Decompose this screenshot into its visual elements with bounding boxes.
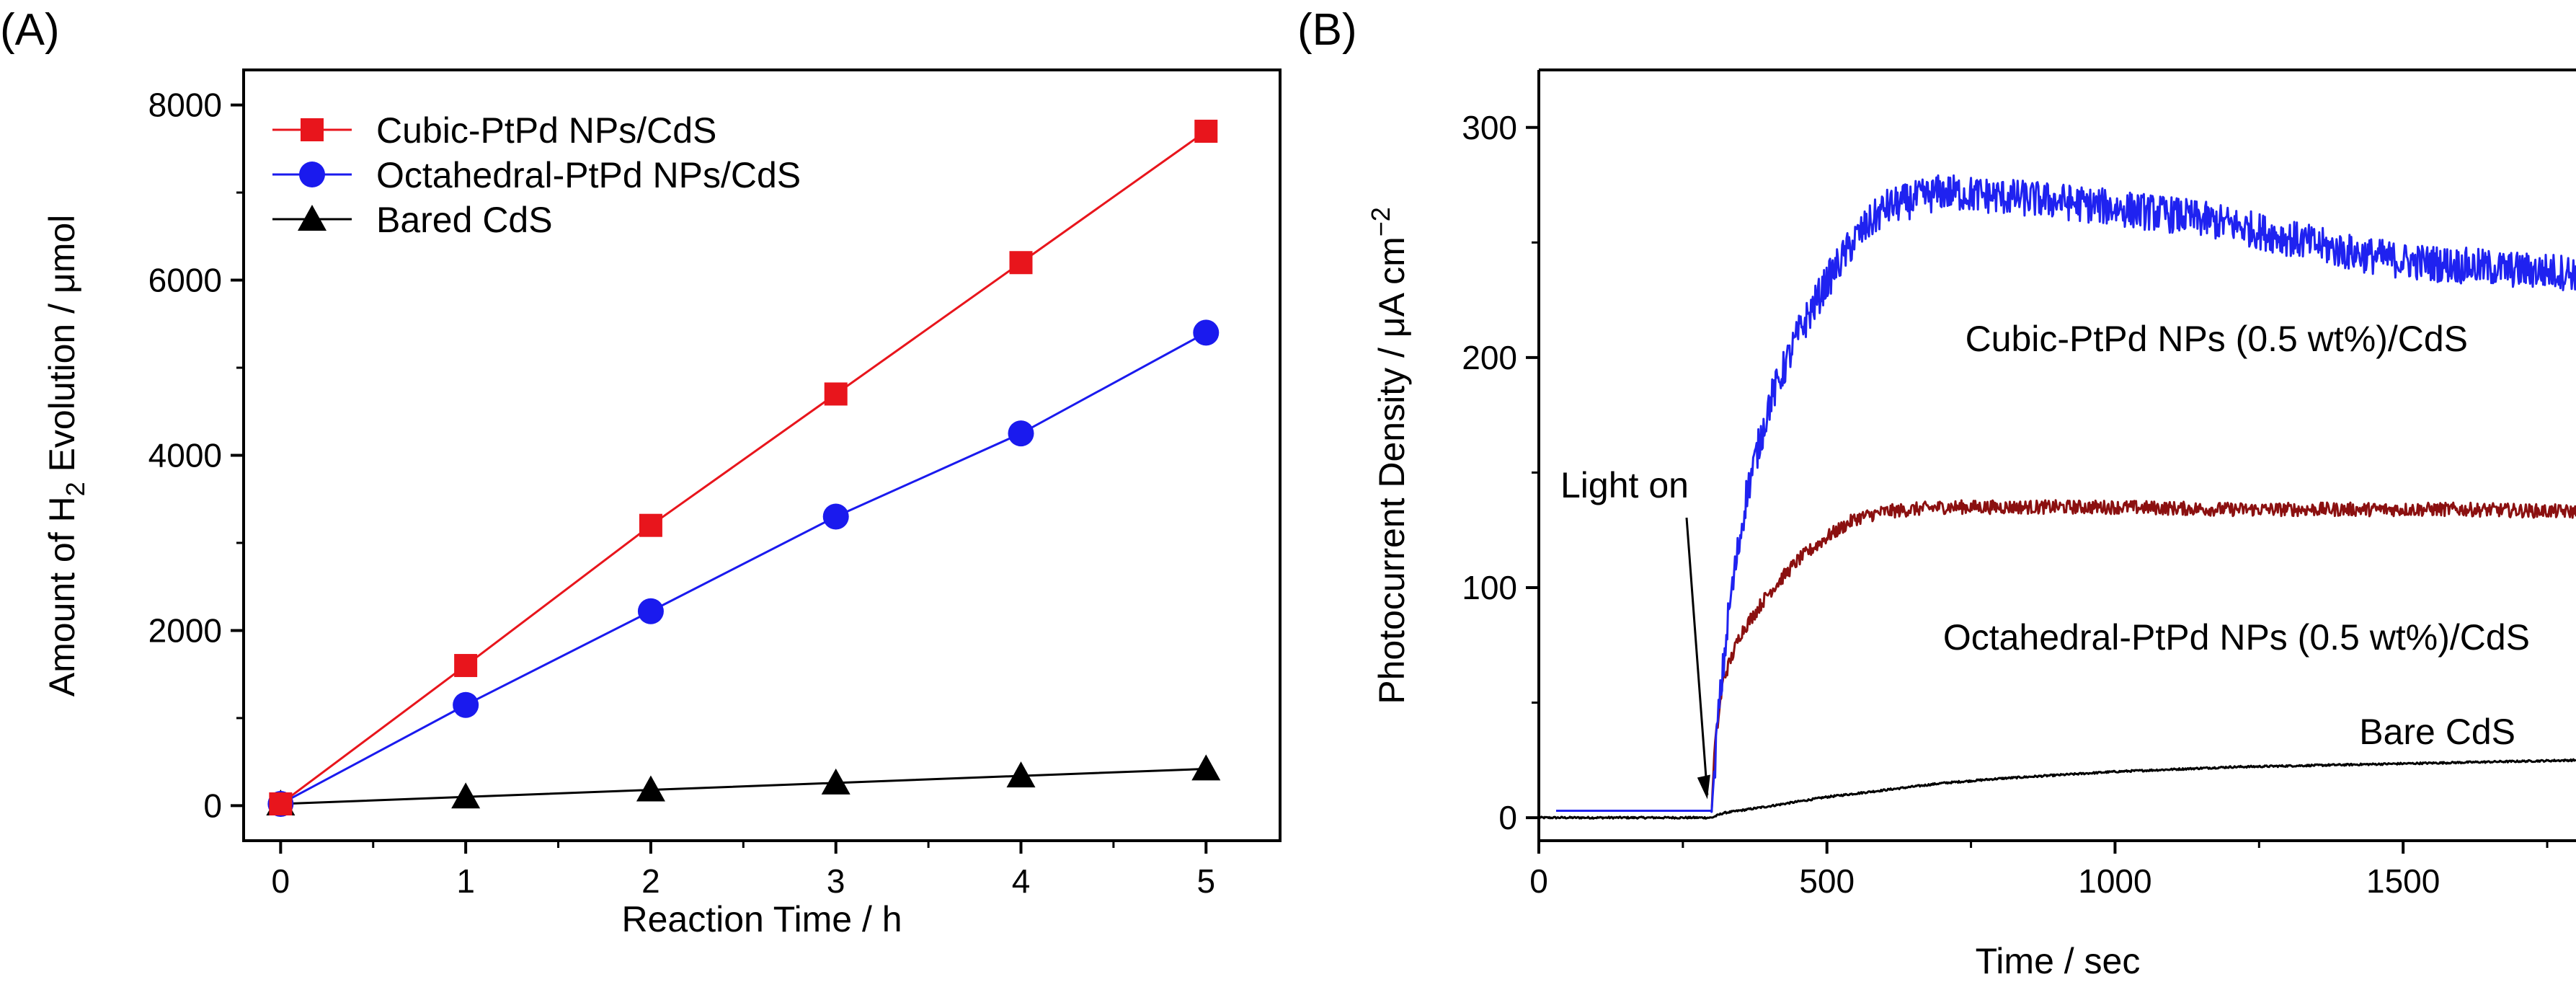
panel-a-y-label-rest: Evolution / μmol <box>42 215 82 482</box>
panel-b-x-tick-label: 1500 <box>2366 862 2440 900</box>
panel-a-x-tick-label: 1 <box>456 862 475 900</box>
panel-a-y-tick-label: 8000 <box>148 87 222 124</box>
panel-a-x-tick-label: 0 <box>272 862 290 900</box>
panel-a-point-cubic <box>639 513 662 537</box>
panel-b-x-ticks: 0 500 1000 1500 <box>1529 841 2549 900</box>
panel-a-x-tick-label: 3 <box>827 862 845 900</box>
panel-b-light-on-arrow <box>1685 517 1709 795</box>
panel-a-y-label-main: Amount of H <box>42 496 82 696</box>
panel-b-label: (B) <box>1297 5 1357 55</box>
panel-a-y-tick-label: 4000 <box>148 437 222 474</box>
panel-a-series <box>266 120 1221 817</box>
panel-a-legend-marker-octahedral <box>299 162 325 187</box>
panel-a-legend-label-bare: Bared CdS <box>376 200 553 240</box>
panel-a-y-tick-label: 6000 <box>148 262 222 299</box>
panel-b-y-tick-label: 200 <box>1462 339 1517 376</box>
panel-a-x-ticks: 0 1 2 3 4 5 <box>272 841 1215 900</box>
panel-a-point-cubic <box>1009 251 1033 275</box>
panel-b-series-label-octahedral: Octahedral-PtPd NPs (0.5 wt%)/CdS <box>1943 617 2530 658</box>
panel-a-legend-marker-cubic <box>301 118 324 141</box>
panel-b-y-ticks: 0 100 200 300 <box>1462 109 1539 836</box>
panel-a-x-tick-label: 5 <box>1196 862 1215 900</box>
panel-b-series <box>1539 174 2576 820</box>
panel-a-x-tick-label: 4 <box>1012 862 1031 900</box>
panel-b-series-label-cubic: Cubic-PtPd NPs (0.5 wt%)/CdS <box>1966 319 2468 359</box>
panel-a-point-cubic <box>269 792 293 815</box>
panel-b-y-tick-label: 300 <box>1462 109 1517 146</box>
panel-a-point-octahedral <box>822 503 849 530</box>
panel-b-light-on-label: Light on <box>1560 465 1689 505</box>
panel-b-x-axis-label: Time / sec <box>1976 941 2141 981</box>
panel-a-point-bare <box>451 782 481 809</box>
panel-a-x-axis-label: Reaction Time / h <box>621 899 902 939</box>
panel-a-y-label-sub: 2 <box>61 482 90 496</box>
panel-b-trace-octahedral <box>1710 499 2576 812</box>
panel-b-trace-cubic <box>1556 174 2576 813</box>
panel-b-y-tick-label: 0 <box>1498 799 1517 836</box>
panel-a-y-axis-label: Amount of H2 Evolution / μmol <box>42 215 90 697</box>
panel-a-legend-label-cubic: Cubic-PtPd NPs/CdS <box>376 110 716 151</box>
panel-a-legend-marker-bare <box>298 205 327 231</box>
panel-a-y-tick-label: 0 <box>203 787 222 824</box>
panel-b-y-axis-label: Photocurrent Density / μA cm−2 <box>1366 207 1412 704</box>
panel-b-x-tick-label: 500 <box>1799 862 1855 900</box>
panel-b-y-tick-label: 100 <box>1462 569 1517 606</box>
panel-b-x-tick-label: 1000 <box>2078 862 2151 900</box>
panel-a-chart: (A) 0 1 2 3 4 5 0 2000 4000 6000 8000 Reaction Ti… <box>0 5 1282 939</box>
panel-a-line-cubic <box>280 130 1207 805</box>
panel-a-point-bare <box>1006 761 1036 788</box>
panel-a-point-octahedral <box>1008 420 1034 447</box>
panel-a-point-octahedral <box>637 598 664 624</box>
panel-b-x-tick-label: 0 <box>1529 862 1548 900</box>
panel-a-label: (A) <box>0 5 60 55</box>
panel-b-y-label-sup: −2 <box>1366 207 1395 236</box>
panel-b-chart: (B) 0 500 1000 1500 0 100 200 300 Time / sec P… <box>1297 5 2576 981</box>
panel-a-point-bare <box>821 768 850 795</box>
panel-a-point-octahedral <box>453 691 479 718</box>
panel-a-legend-label-octahedral: Octahedral-PtPd NPs/CdS <box>376 155 801 195</box>
panel-b-trace-bare <box>1539 758 2576 820</box>
panel-b-y-label-main: Photocurrent Density / μA cm <box>1372 236 1412 704</box>
panel-a-x-tick-label: 2 <box>641 862 660 900</box>
panel-a-point-octahedral <box>1193 319 1220 346</box>
panel-b-light-on-arrowhead <box>1697 774 1710 800</box>
panel-b-series-label-bare: Bare CdS <box>2359 712 2515 752</box>
panel-a-point-bare <box>636 775 665 802</box>
panel-a-point-cubic <box>1194 120 1218 143</box>
panel-a-point-cubic <box>824 382 848 406</box>
panel-a-point-cubic <box>454 654 478 678</box>
panel-a-line-octahedral <box>280 332 1207 805</box>
panel-b-annotations: Cubic-PtPd NPs (0.5 wt%)/CdS Octahedral-P… <box>1560 319 2530 800</box>
panel-a-point-bare <box>1191 754 1221 781</box>
panel-a-y-ticks: 0 2000 4000 6000 8000 <box>148 87 244 824</box>
panel-a-line-bare <box>280 767 1207 805</box>
panel-a-y-tick-label: 2000 <box>148 611 222 649</box>
